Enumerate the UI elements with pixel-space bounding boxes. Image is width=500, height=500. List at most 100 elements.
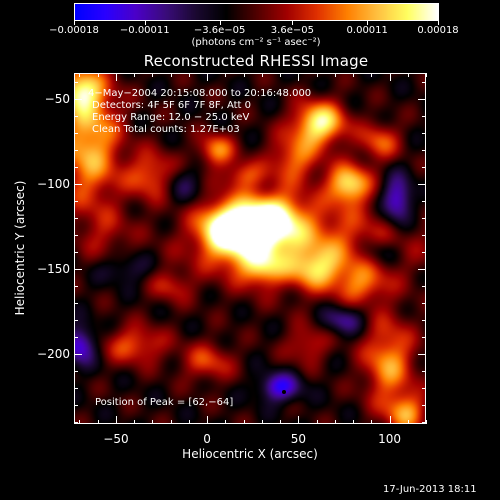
y-tick-right xyxy=(418,354,426,356)
x-minor-tick-top xyxy=(79,73,81,77)
y-minor-tick xyxy=(74,251,78,253)
y-tick-label: −200 xyxy=(37,347,70,362)
y-minor-tick xyxy=(74,115,78,117)
x-minor-tick-top xyxy=(353,73,355,77)
x-minor-tick-top xyxy=(134,73,136,77)
x-minor-tick xyxy=(170,420,172,424)
y-tick-right xyxy=(418,268,426,270)
y-minor-tick-right xyxy=(422,337,426,339)
x-minor-tick-top xyxy=(97,73,99,77)
y-minor-tick xyxy=(74,81,78,83)
x-tick-label: 50 xyxy=(290,432,306,446)
y-minor-tick xyxy=(74,217,78,219)
y-minor-tick xyxy=(74,200,78,202)
colorbar-tick-label: −0.00011 xyxy=(119,25,170,36)
x-minor-tick xyxy=(371,420,373,424)
y-minor-tick xyxy=(74,337,78,339)
x-minor-tick xyxy=(261,420,263,424)
colorbar-tick xyxy=(144,21,146,25)
colorbar-tick xyxy=(438,21,439,25)
y-minor-tick-right xyxy=(422,285,426,287)
x-minor-tick xyxy=(316,420,318,424)
x-minor-tick-top xyxy=(243,73,245,77)
y-minor-tick-right xyxy=(422,320,426,322)
x-minor-tick-top xyxy=(334,73,336,77)
x-tick-label: 100 xyxy=(378,432,401,446)
x-minor-tick xyxy=(407,420,409,424)
x-minor-tick-top xyxy=(225,73,227,77)
y-minor-tick-right xyxy=(422,81,426,83)
colorbar-tick xyxy=(74,21,75,25)
x-minor-tick xyxy=(188,420,190,424)
y-tick-right xyxy=(418,183,426,185)
x-minor-tick xyxy=(243,420,245,424)
colorbar-tick xyxy=(219,21,221,25)
y-minor-tick-right xyxy=(422,422,426,424)
x-minor-tick xyxy=(353,420,355,424)
x-minor-tick-top xyxy=(280,73,282,77)
y-minor-tick-right xyxy=(422,234,426,236)
y-tick xyxy=(74,98,82,100)
x-minor-tick-top xyxy=(170,73,172,77)
annotation-clean-counts: Clean Total counts: 1.27E+03 xyxy=(92,124,240,135)
x-minor-tick-top xyxy=(188,73,190,77)
colorbar-tick-label: −3.6e−05 xyxy=(193,25,246,36)
y-minor-tick xyxy=(74,303,78,305)
y-minor-tick xyxy=(74,234,78,236)
y-minor-tick xyxy=(74,320,78,322)
x-minor-tick-top xyxy=(426,73,427,77)
colorbar-tick-label: 0.00011 xyxy=(346,25,388,36)
y-minor-tick-right xyxy=(422,115,426,117)
y-tick-label: −50 xyxy=(44,91,70,106)
footer-timestamp: 17-Jun-2013 18:11 xyxy=(383,484,477,495)
heatmap-image xyxy=(74,73,426,424)
y-tick-label: −150 xyxy=(37,261,70,276)
x-minor-tick xyxy=(79,420,81,424)
x-minor-tick-top xyxy=(152,73,154,77)
y-minor-tick-right xyxy=(422,405,426,407)
y-minor-tick xyxy=(74,371,78,373)
y-tick-label: −100 xyxy=(37,176,70,191)
y-minor-tick xyxy=(74,422,78,424)
y-minor-tick xyxy=(74,149,78,151)
x-minor-tick-top xyxy=(261,73,263,77)
y-minor-tick xyxy=(74,166,78,168)
y-minor-tick-right xyxy=(422,303,426,305)
y-minor-tick-right xyxy=(422,251,426,253)
annotation-detectors: Detectors: 4F 5F 6F 7F 8F, Att 0 xyxy=(92,100,252,111)
annotation-time-range: 4−May−2004 20:15:08.000 to 20:16:48.000 xyxy=(88,88,312,99)
y-minor-tick-right xyxy=(422,132,426,134)
y-tick xyxy=(74,268,82,270)
peak-marker xyxy=(281,389,286,394)
y-minor-tick xyxy=(74,405,78,407)
y-tick xyxy=(74,183,82,185)
x-minor-tick xyxy=(334,420,336,424)
x-tick-label: 0 xyxy=(203,432,211,446)
y-tick-right xyxy=(418,98,426,100)
x-minor-tick-top xyxy=(371,73,373,77)
y-minor-tick xyxy=(74,388,78,390)
colorbar xyxy=(74,3,439,21)
x-tick xyxy=(298,416,300,424)
colorbar-tick-label: 3.6e−05 xyxy=(270,25,314,36)
colorbar-units: (photons cm⁻² s⁻¹ asec⁻²) xyxy=(191,37,321,48)
x-minor-tick-top xyxy=(316,73,318,77)
annotation-energy-range: Energy Range: 12.0 − 25.0 keV xyxy=(92,112,250,123)
x-tick xyxy=(389,416,391,424)
colorbar-ticks xyxy=(74,21,439,26)
colorbar-tick xyxy=(367,21,369,25)
y-minor-tick-right xyxy=(422,388,426,390)
x-minor-tick xyxy=(97,420,99,424)
y-minor-tick-right xyxy=(422,166,426,168)
x-minor-tick xyxy=(225,420,227,424)
y-minor-tick xyxy=(74,285,78,287)
y-minor-tick-right xyxy=(422,217,426,219)
annotation-peak-position: Position of Peak = [62,−64] xyxy=(95,397,234,408)
x-axis-label: Heliocentric X (arcsec) xyxy=(182,447,318,461)
x-tick-top xyxy=(389,73,391,81)
x-tick-top xyxy=(298,73,300,81)
x-minor-tick-top xyxy=(407,73,409,77)
y-minor-tick-right xyxy=(422,371,426,373)
y-tick xyxy=(74,354,82,356)
colorbar-tick-label: −0.00018 xyxy=(49,25,99,36)
